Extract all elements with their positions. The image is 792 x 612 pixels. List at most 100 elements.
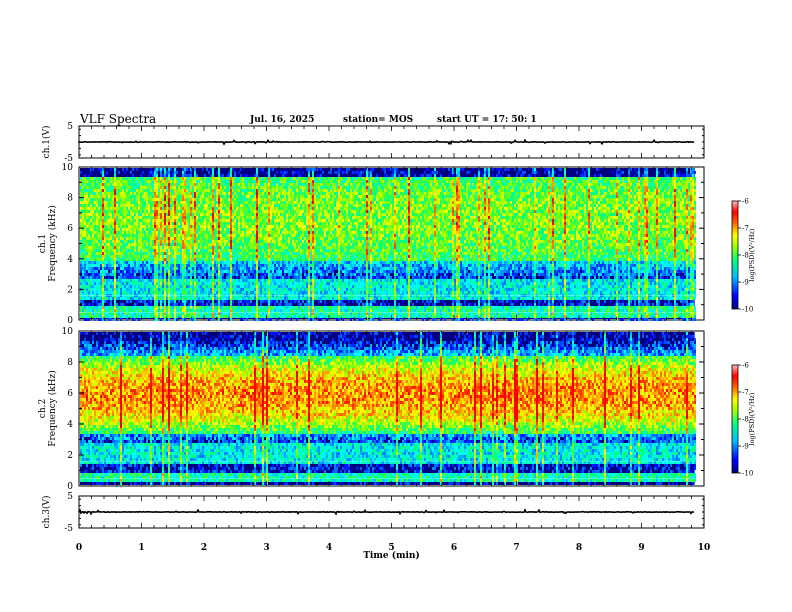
spectrogram-cell (242, 207, 244, 210)
spectrogram-cell (208, 267, 210, 270)
spectrogram-cell (96, 306, 98, 309)
spectrogram-cell (142, 246, 144, 249)
spectrogram-cell (196, 267, 198, 270)
spectrogram-cell (130, 273, 132, 276)
spectrogram-cell (164, 237, 166, 240)
spectrogram-cell (226, 213, 228, 216)
spectrogram-cell (190, 180, 192, 183)
spectrogram-cell (86, 318, 88, 321)
spectrogram-cell (152, 273, 154, 276)
spectrogram-cell (270, 240, 272, 243)
spectrogram-cell (162, 168, 164, 171)
spectrogram-cell (276, 186, 278, 189)
spectrogram-cell (220, 297, 222, 300)
spectrogram-cell (142, 312, 144, 315)
spectrogram-cell (214, 180, 216, 183)
spectrogram-cell (128, 192, 130, 195)
spectrogram-cell (148, 174, 150, 177)
spectrogram-cell (142, 201, 144, 204)
spectrogram-cell (166, 171, 168, 174)
spectrogram-cell (112, 315, 114, 318)
spectrogram-cell (160, 237, 162, 240)
spectrogram-cell (278, 210, 280, 213)
spectrogram-cell (84, 249, 86, 252)
spectrogram-cell (262, 249, 264, 252)
spectrogram-cell (132, 204, 134, 207)
spectrogram-cell (114, 252, 116, 255)
spectrogram-cell (140, 231, 142, 234)
spectrogram-cell (102, 258, 104, 261)
spectrogram-cell (150, 279, 152, 282)
spectrogram-cell (156, 240, 158, 243)
spectrogram-cell (180, 183, 182, 186)
spectrogram-cell (120, 267, 122, 270)
spectrogram-cell (276, 201, 278, 204)
spectrogram-cell (272, 279, 274, 282)
spectrogram-cell (204, 219, 206, 222)
spectrogram-cell (190, 213, 192, 216)
spectrogram-cell (86, 234, 88, 237)
spectrogram-cell (146, 249, 148, 252)
spectrogram-cell (214, 312, 216, 315)
spectrogram-cell (148, 261, 150, 264)
spectrogram-cell (88, 183, 90, 186)
spectrogram-cell (276, 180, 278, 183)
spectrogram-cell (80, 246, 82, 249)
spectrogram-cell (158, 195, 160, 198)
spectrogram-cell (196, 189, 198, 192)
spectrogram-cell (88, 207, 90, 210)
spectrogram-cell (84, 273, 86, 276)
spectrogram-cell (92, 210, 94, 213)
spectrogram-cell (212, 168, 214, 171)
spectrogram-cell (86, 237, 88, 240)
spectrogram-cell (186, 282, 188, 285)
spectrogram-cell (92, 267, 94, 270)
spectrogram-cell (158, 201, 160, 204)
spectrogram-cell (120, 243, 122, 246)
spectrogram-cell (272, 270, 274, 273)
spectrogram-cell (218, 207, 220, 210)
spectrogram-cell (142, 252, 144, 255)
spectrogram-cell (114, 303, 116, 306)
spectrogram-cell (90, 204, 92, 207)
spectrogram-cell (92, 213, 94, 216)
spectrogram-cell (168, 243, 170, 246)
spectrogram-cell (126, 219, 128, 222)
spectrogram-cell (200, 270, 202, 273)
spectrogram-cell (160, 285, 162, 288)
spectrogram-cell (202, 189, 204, 192)
spectrogram-cell (216, 300, 218, 303)
spectrogram-cell (170, 183, 172, 186)
spectrogram-cell (104, 174, 106, 177)
spectrogram-cell (160, 198, 162, 201)
spectrogram-cell (126, 273, 128, 276)
spectrogram-cell (154, 228, 156, 231)
spectrogram-cell (188, 279, 190, 282)
spectrogram-cell (88, 285, 90, 288)
spectrogram-cell (170, 213, 172, 216)
spectrogram-cell (164, 288, 166, 291)
spectrogram-cell (92, 240, 94, 243)
spectrogram-cell (270, 300, 272, 303)
spectrogram-cell (228, 249, 230, 252)
spectrogram-cell (122, 255, 124, 258)
spectrogram-cell (100, 231, 102, 234)
spectrogram-cell (222, 297, 224, 300)
spectrogram-cell (96, 282, 98, 285)
spectrogram-cell (118, 183, 120, 186)
spectrogram-cell (256, 288, 258, 291)
spectrogram-cell (130, 198, 132, 201)
spectrogram-cell (146, 234, 148, 237)
spectrogram-cell (240, 261, 242, 264)
spectrogram-cell (244, 177, 246, 180)
spectrogram-cell (278, 225, 280, 228)
spectrogram-cell (196, 201, 198, 204)
spectrogram-cell (242, 198, 244, 201)
spectrogram-cell (214, 273, 216, 276)
spectrogram-cell (200, 240, 202, 243)
spectrogram-cell (226, 282, 228, 285)
spectrogram-cell (128, 261, 130, 264)
spectrogram-cell (234, 258, 236, 261)
spectrogram-cell (198, 258, 200, 261)
spectrogram-cell (268, 213, 270, 216)
